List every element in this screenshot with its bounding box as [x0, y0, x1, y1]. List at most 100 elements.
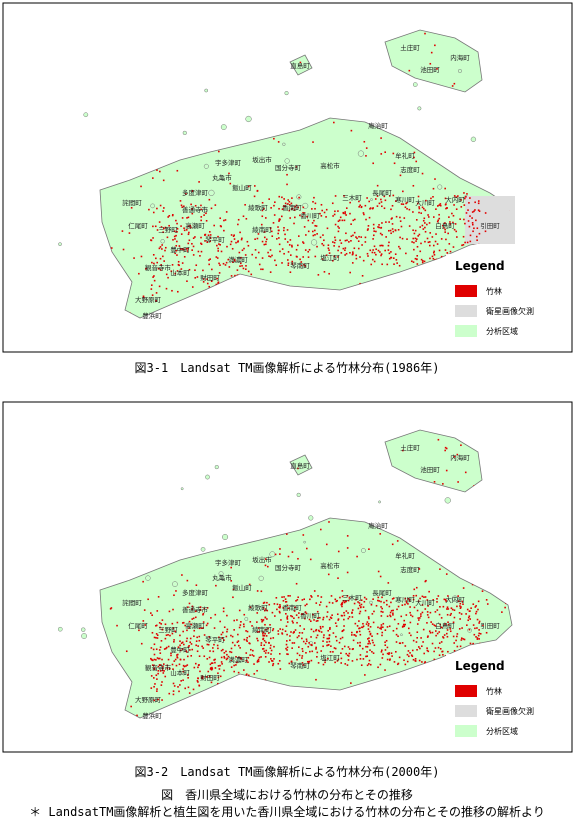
bamboo-dot: [305, 652, 307, 654]
bamboo-dot: [194, 662, 197, 665]
bamboo-dot: [331, 614, 333, 616]
bamboo-dot: [438, 204, 441, 206]
bamboo-dot: [337, 249, 339, 252]
bamboo-dot: [318, 604, 321, 606]
bamboo-dot: [456, 453, 459, 456]
bamboo-dot: [317, 662, 320, 664]
bamboo-dot: [364, 241, 367, 243]
bamboo-dot: [461, 244, 463, 247]
bamboo-dot: [431, 631, 434, 634]
town-label: 財田町: [200, 673, 220, 682]
bamboo-dot: [472, 642, 474, 645]
bamboo-dot: [180, 204, 183, 207]
bamboo-dot: [436, 598, 438, 600]
bamboo-dot: [205, 624, 208, 627]
islet: [308, 515, 314, 521]
bamboo-dot: [291, 615, 294, 618]
bamboo-dot: [368, 663, 370, 665]
bamboo-dot: [436, 243, 439, 245]
bamboo-dot: [455, 196, 458, 199]
bamboo-dot: [336, 613, 339, 616]
bamboo-dot: [161, 619, 164, 621]
bamboo-dot: [269, 647, 272, 649]
bamboo-dot: [390, 208, 392, 211]
bamboo-dot: [186, 250, 189, 252]
bamboo-dot: [290, 615, 292, 617]
bamboo-dot: [452, 621, 455, 624]
bamboo-dot: [207, 670, 210, 673]
bamboo-dot: [416, 202, 419, 205]
bamboo-dot: [392, 614, 394, 616]
bamboo-dot: [449, 221, 451, 223]
bamboo-dot: [356, 555, 358, 558]
bamboo-dot: [421, 604, 424, 606]
bamboo-dot: [302, 534, 305, 536]
bamboo-dot: [283, 252, 285, 255]
bamboo-dot: [431, 642, 434, 645]
bamboo-dot: [328, 640, 331, 643]
bamboo-dot: [345, 610, 348, 612]
bamboo-dot: [358, 620, 360, 622]
bamboo-dot: [210, 617, 212, 619]
bamboo-dot: [156, 207, 158, 210]
bamboo-dot: [474, 209, 476, 211]
bamboo-dot: [381, 233, 383, 236]
bamboo-dot: [301, 637, 303, 640]
bamboo-dot: [219, 244, 221, 246]
bamboo-dot: [391, 598, 394, 600]
bamboo-dot: [208, 259, 210, 261]
bamboo-dot: [462, 638, 465, 640]
bamboo-dot: [243, 247, 245, 250]
bamboo-dot: [351, 609, 354, 611]
bamboo-dot: [398, 245, 400, 248]
bamboo-dot: [417, 195, 420, 198]
bamboo-dot: [156, 690, 158, 692]
bamboo-dot: [453, 616, 456, 619]
bamboo-dot: [245, 639, 248, 641]
bamboo-dot: [182, 668, 184, 670]
bamboo-dot: [469, 197, 471, 199]
bamboo-dot: [271, 235, 274, 237]
bamboo-dot: [400, 225, 403, 228]
bamboo-dot: [420, 613, 422, 615]
bamboo-dot: [484, 212, 487, 214]
bamboo-dot: [378, 224, 380, 226]
bamboo-dot: [239, 231, 241, 234]
bamboo-dot: [192, 237, 195, 239]
bamboo-dot: [405, 252, 407, 255]
bamboo-dot: [162, 255, 164, 258]
bamboo-dot: [426, 647, 428, 649]
bamboo-dot: [351, 660, 354, 662]
bamboo-dot: [476, 239, 478, 242]
bamboo-dot: [387, 244, 390, 247]
bamboo-dot: [200, 250, 203, 253]
bamboo-dot: [162, 210, 164, 212]
bamboo-dot: [176, 222, 178, 225]
bamboo-dot: [380, 606, 382, 608]
bamboo-dot: [368, 216, 371, 219]
bamboo-dot: [392, 612, 394, 615]
bamboo-dot: [310, 636, 312, 638]
bamboo-dot: [424, 32, 426, 35]
bamboo-dot: [283, 229, 285, 232]
bamboo-dot: [240, 256, 242, 259]
bamboo-dot: [349, 251, 351, 254]
bamboo-dot: [184, 624, 187, 627]
town-label: 高松市: [320, 161, 340, 170]
bamboo-dot: [455, 208, 458, 211]
bamboo-dot: [351, 253, 354, 256]
bamboo-dot: [380, 198, 382, 201]
town-label: 国分寺町: [275, 163, 302, 172]
bamboo-dot: [386, 626, 389, 628]
bamboo-dot: [369, 632, 372, 635]
bamboo-dot: [381, 649, 383, 652]
bamboo-dot: [256, 661, 259, 663]
bamboo-dot: [476, 227, 479, 230]
bamboo-dot: [155, 659, 157, 661]
bamboo-dot: [440, 617, 443, 619]
bamboo-dot: [304, 611, 307, 613]
bamboo-dot: [158, 285, 161, 288]
bamboo-dot: [291, 260, 294, 263]
bamboo-dot: [413, 151, 416, 154]
bamboo-dot: [232, 588, 235, 591]
